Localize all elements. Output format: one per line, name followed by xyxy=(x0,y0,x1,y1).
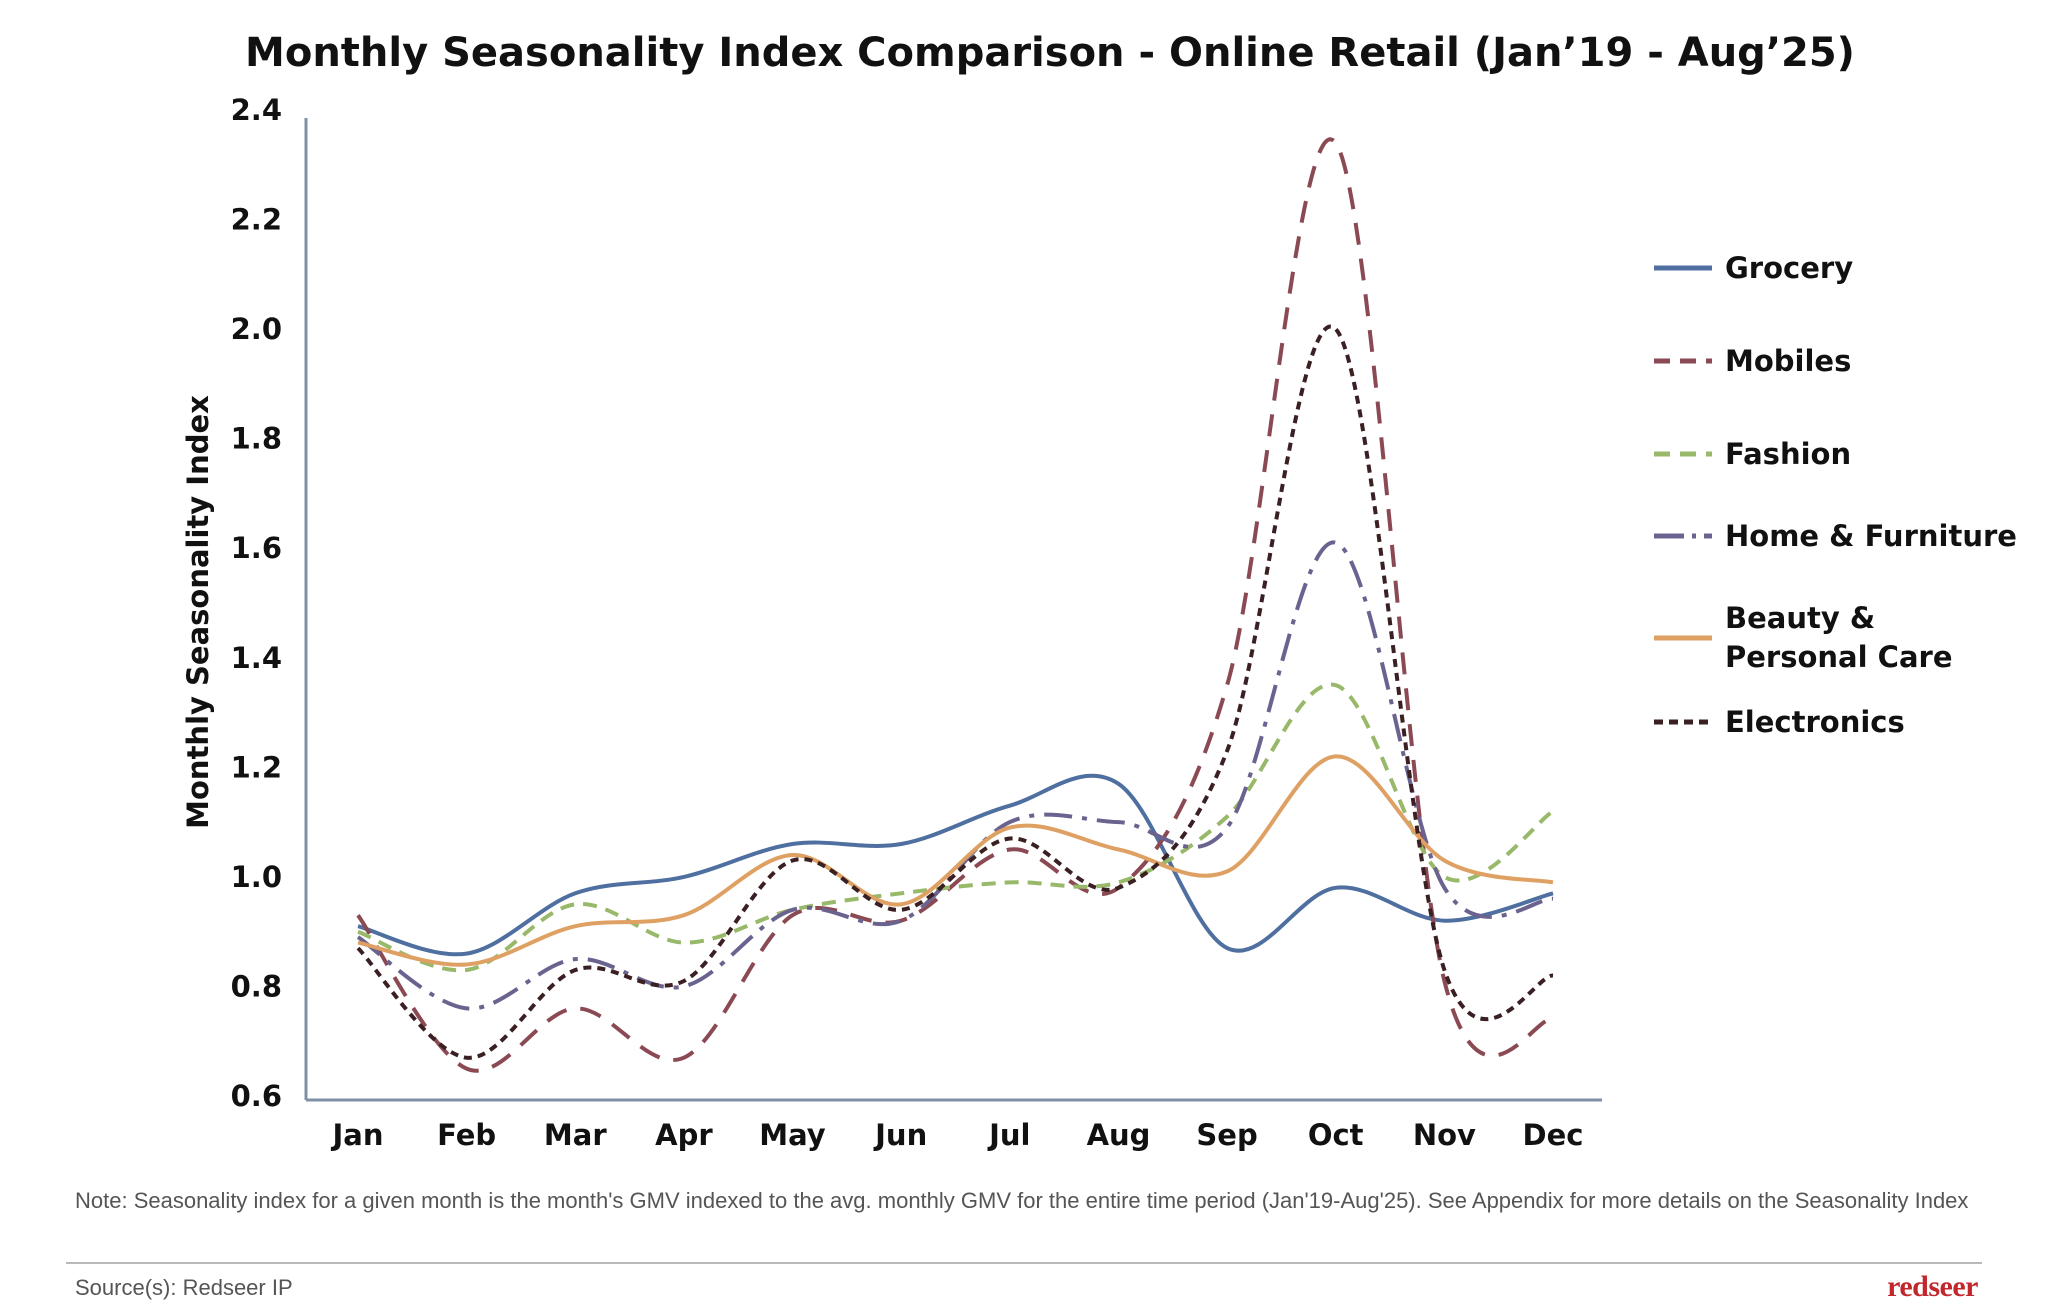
legend: Grocery Mobiles Fashion Home & Furniture Bea… xyxy=(1654,251,2017,739)
series-line-electronics xyxy=(356,324,1554,1060)
legend-label-fashion: Fashion xyxy=(1725,437,1851,471)
x-tick-label: Feb xyxy=(437,1118,496,1152)
x-tick-label: Nov xyxy=(1413,1118,1476,1152)
legend-label-home-and-furniture: Home & Furniture xyxy=(1725,519,2017,553)
x-tick-label: Jul xyxy=(987,1118,1030,1152)
y-tick-label: 1.8 xyxy=(231,422,282,456)
y-tick-label: 2.4 xyxy=(231,93,282,127)
x-tick-label: Jun xyxy=(873,1118,927,1152)
x-tick-label: Jan xyxy=(330,1118,383,1152)
y-tick-label: 2.0 xyxy=(231,312,282,346)
source-text: Source(s): Redseer IP xyxy=(75,1275,293,1300)
series-line-grocery xyxy=(357,773,1554,957)
legend-label-beauty-and-personal-care: Personal Care xyxy=(1725,640,1952,674)
legend-label-beauty-and-personal-care: Beauty & xyxy=(1725,601,1875,635)
series-line-home-and-furniture xyxy=(356,540,1554,1011)
legend-label-electronics: Electronics xyxy=(1725,705,1905,739)
y-tick-label: 0.6 xyxy=(231,1079,282,1113)
y-tick-label: 1.4 xyxy=(231,641,282,675)
x-tick-label: Aug xyxy=(1087,1118,1151,1152)
x-tick-label: Sep xyxy=(1196,1118,1257,1152)
series-line-fashion xyxy=(357,682,1555,973)
y-tick-label: 1.2 xyxy=(231,750,282,784)
y-tick-label: 1.6 xyxy=(231,531,282,565)
x-tick-label: Apr xyxy=(655,1118,713,1152)
x-tick-label: May xyxy=(759,1118,826,1152)
footer-divider xyxy=(66,1262,1982,1264)
y-axis-label: Monthly Seasonality Index xyxy=(181,395,215,829)
chart-title: Monthly Seasonality Index Comparison - O… xyxy=(245,30,1855,76)
legend-label-mobiles: Mobiles xyxy=(1725,344,1851,378)
x-tick-label: Mar xyxy=(544,1118,607,1152)
x-axis-ticks: Jan Feb Mar Apr May Jun Jul Aug Sep Oct Nov Dec xyxy=(330,1118,1583,1152)
y-tick-label: 2.2 xyxy=(231,203,282,237)
y-tick-label: 1.0 xyxy=(231,860,282,894)
y-axis-ticks: 0.6 0.8 1.0 1.2 1.4 1.6 1.8 2.0 2.2 2.4 xyxy=(231,93,282,1113)
series-line-beauty-and-personal-care xyxy=(357,754,1554,967)
y-tick-label: 0.8 xyxy=(231,969,282,1003)
series-line-mobiles xyxy=(356,137,1554,1073)
footnote: Note: Seasonality index for a given mont… xyxy=(75,1188,1969,1213)
series-lines xyxy=(356,137,1555,1073)
x-tick-label: Oct xyxy=(1308,1118,1364,1152)
brand-logo: redseer xyxy=(1887,1270,1978,1303)
x-tick-label: Dec xyxy=(1523,1118,1584,1152)
legend-label-grocery: Grocery xyxy=(1725,251,1853,285)
